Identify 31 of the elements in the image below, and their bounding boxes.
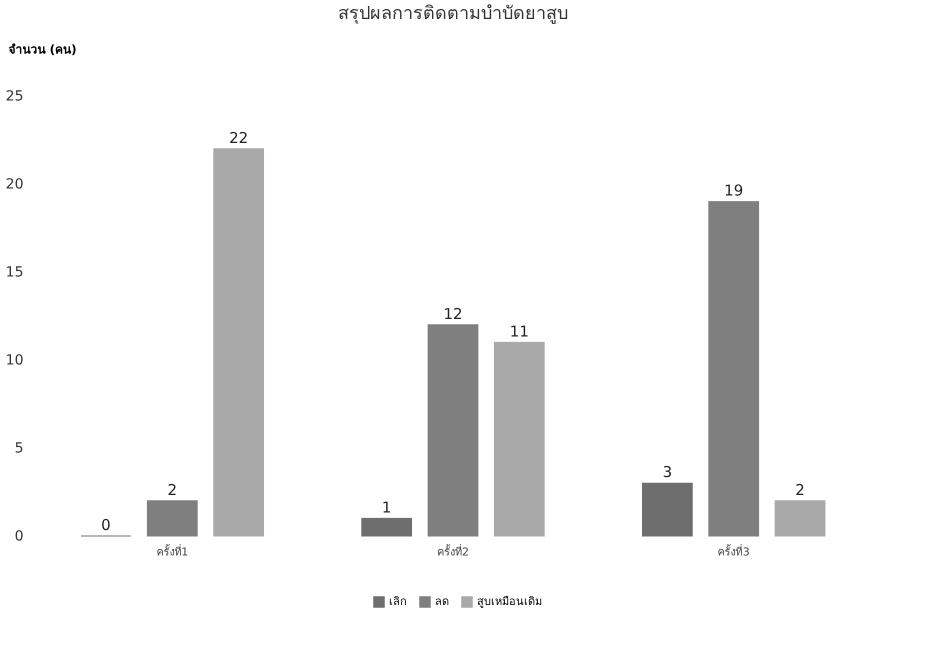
y-tick-label: 15	[6, 264, 24, 280]
bar	[146, 500, 198, 536]
y-axis-title: จำนวน (คน)	[8, 42, 77, 56]
data-label: 2	[795, 480, 805, 499]
bar	[708, 201, 760, 536]
y-tick-label: 10	[6, 352, 24, 368]
data-label: 11	[510, 322, 529, 340]
data-label: 19	[724, 182, 744, 200]
data-label: 3	[662, 463, 672, 482]
chart-title: สรุปผลการติดตามบำบัดยาสูบ	[338, 3, 568, 24]
data-label: 2	[168, 480, 178, 499]
bar	[428, 324, 478, 536]
bar	[774, 500, 826, 536]
bar	[494, 342, 545, 536]
y-tick-label: 0	[14, 528, 24, 544]
y-tick-label: 20	[6, 176, 24, 192]
data-label: 12	[443, 304, 463, 323]
legend-label: สูบเหมือนเดิม	[477, 595, 542, 608]
legend-label: เลิก	[389, 595, 407, 608]
data-label: 22	[229, 128, 248, 147]
y-tick-label: 5	[14, 440, 24, 456]
legend-label: ลด	[435, 595, 449, 608]
bar	[213, 148, 264, 536]
data-label: 0	[101, 516, 111, 534]
bar	[361, 518, 412, 536]
x-tick-label: ครั้งที่3	[718, 544, 750, 558]
data-label: 1	[382, 498, 392, 516]
bar	[642, 482, 693, 536]
x-tick-label: ครั้งที่1	[156, 544, 188, 558]
x-tick-label: ครั้งที่2	[437, 544, 469, 558]
y-tick-label: 25	[6, 88, 24, 104]
